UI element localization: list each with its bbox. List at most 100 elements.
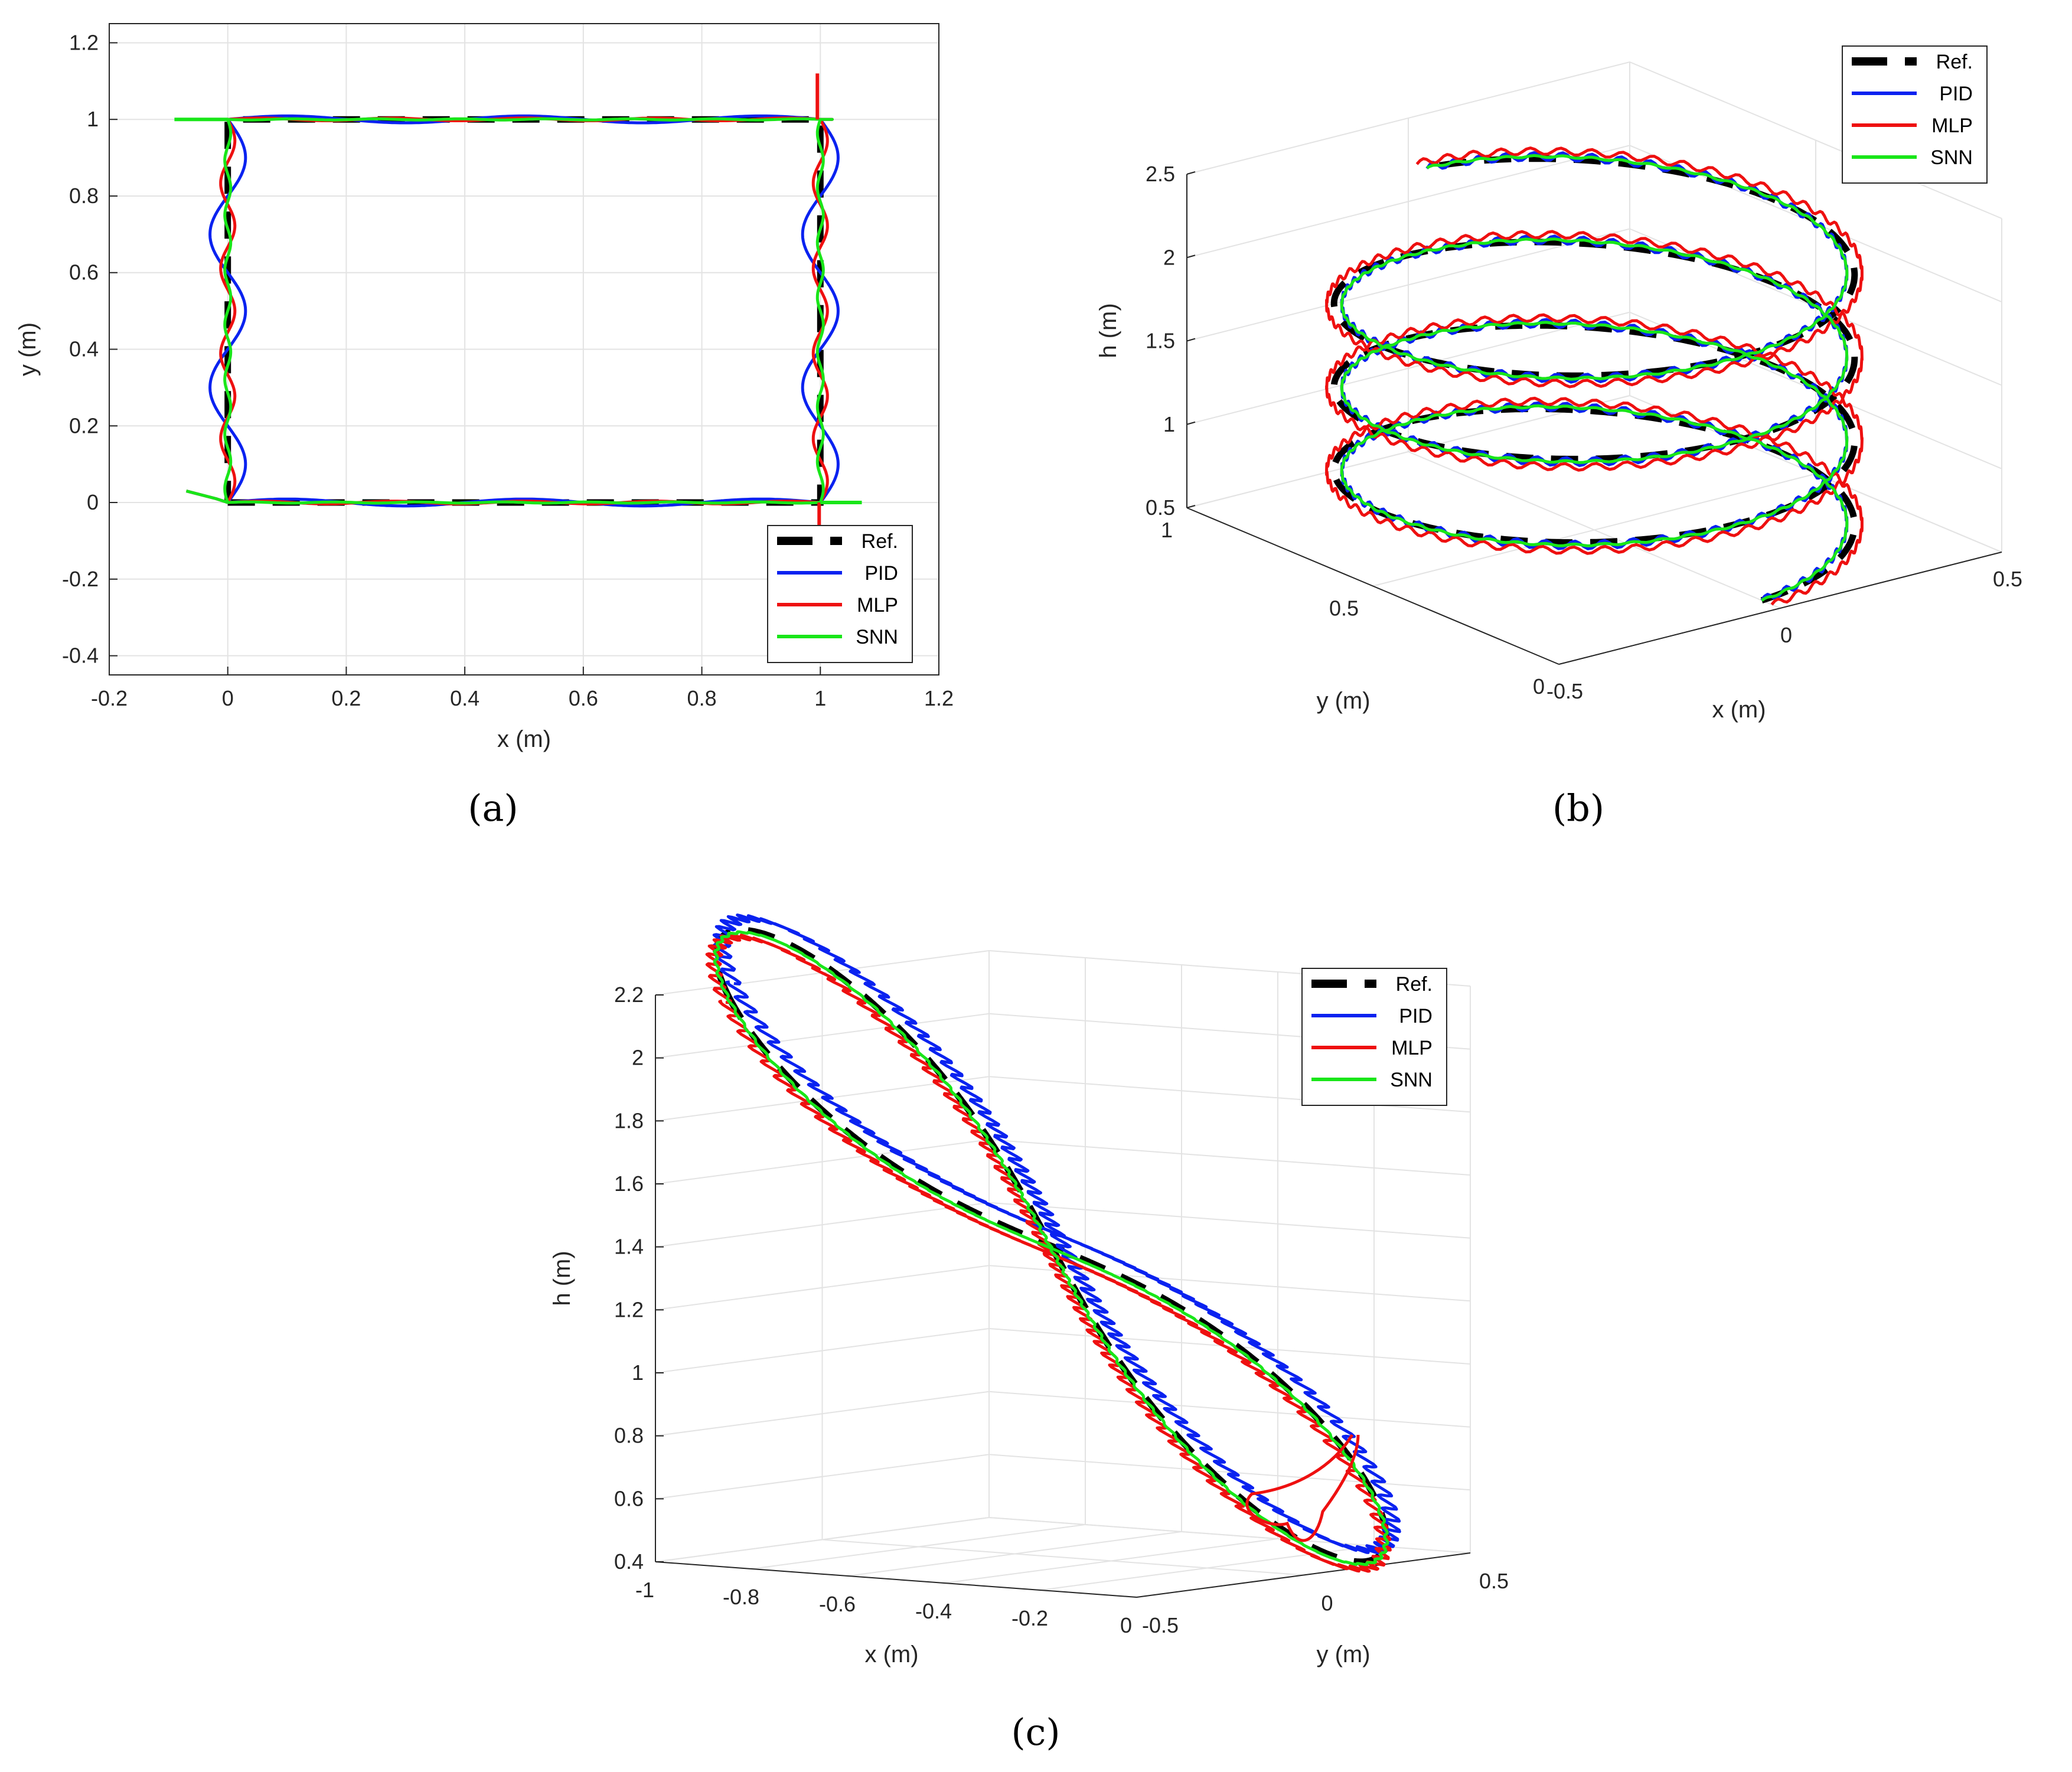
panel-c-ylabel: y (m) — [1316, 1642, 1370, 1667]
panel-b-zlabel: h (m) — [1095, 303, 1121, 358]
panel-b-ytick-label: 0.5 — [1329, 596, 1359, 621]
panel-a-ytick-label: 0.8 — [69, 184, 99, 208]
panel-c-xtick-label: -0.4 — [915, 1599, 952, 1623]
panel-a-ytick-label: 0.4 — [69, 337, 99, 361]
panel-a-ytick-label: 1 — [87, 107, 99, 131]
panel-c-xtick-label: -0.8 — [723, 1585, 759, 1609]
panel-b-ztick-label: 2.5 — [1146, 162, 1175, 186]
panel-c-zlabel: h (m) — [549, 1251, 575, 1306]
panel-c-ytick-label: 0 — [1321, 1591, 1333, 1616]
panel-c-xtick-label: -0.6 — [819, 1592, 856, 1616]
panel-b-label: (b) — [1552, 787, 1604, 830]
panel-c-x-axis — [655, 1561, 1137, 1598]
panel-a-square-trajectory: -0.2 0 0.2 0.4 0.6 0.8 1 1.2 -0.4 -0.2 0 0.2 0.4 0.6 0… — [15, 23, 954, 752]
panel-a-legend: Ref. PID MLP SNN — [767, 525, 913, 663]
panel-a-frame — [109, 23, 939, 675]
panel-c-zgrid — [655, 1454, 1471, 1500]
panel-a-ytick-label: 0.2 — [69, 413, 99, 438]
panel-b-ztick — [1186, 254, 1196, 259]
panel-b-ztick-label: 2 — [1163, 245, 1175, 269]
panel-b-legend-label-mlp: MLP — [1931, 115, 1973, 137]
panel-b-legend-label-ref: Ref. — [1936, 51, 1973, 73]
panel-a-xtick-label: 1.2 — [924, 686, 954, 710]
panel-b-legend: Ref. PID MLP SNN — [1842, 45, 1988, 184]
panel-c-ztick-label: 1.8 — [614, 1108, 644, 1133]
panel-b-ylabel: y (m) — [1316, 688, 1370, 714]
panel-a-legend-box — [767, 525, 913, 663]
panel-c-legend-box — [1301, 968, 1447, 1106]
panel-a-xtick-label: 0 — [222, 686, 234, 710]
panel-b-ztick-label: 1.5 — [1146, 329, 1175, 353]
panel-b-zgrid — [1186, 228, 2002, 386]
panel-b-ztick — [1186, 505, 1196, 508]
panel-b-series-mlp — [1325, 146, 1864, 606]
panel-c-xlabel: x (m) — [864, 1642, 918, 1667]
panel-b-xtick-label: 0 — [1780, 623, 1792, 647]
panel-a-ytick-label: 0 — [87, 490, 99, 514]
panel-a-legend-label-pid: PID — [864, 562, 898, 585]
panel-c-ztick-label: 2 — [632, 1046, 644, 1070]
panel-c-zgrid — [655, 1516, 1471, 1562]
panel-a-xtick-label: 0.2 — [331, 686, 361, 710]
panel-c-series-snn — [713, 930, 1389, 1567]
panel-c-zgrid — [655, 1138, 1471, 1184]
panel-c-xtick-label: -0.2 — [1011, 1606, 1048, 1630]
panel-c-legend-label-mlp: MLP — [1391, 1037, 1433, 1059]
panel-a-xtick-label: 0.8 — [687, 686, 717, 710]
panel-a-ytick-label: 0.6 — [69, 260, 99, 285]
panel-c-figure-eight-trajectory: 0.4 0.6 0.8 1 1.2 1.4 1.6 1.8 2 2.2 -1 -0.8 -0.6 -0.4… — [549, 913, 1509, 1667]
panel-b-zgrid — [1186, 311, 2002, 469]
panel-c-ztick-label: 0.6 — [614, 1486, 644, 1510]
panel-a-ytick-label: -0.2 — [62, 567, 99, 591]
panel-c-legend-label-ref: Ref. — [1396, 973, 1433, 996]
panel-c-y-axis — [1136, 1552, 1471, 1598]
panel-c-ytick-label: -0.5 — [1142, 1613, 1179, 1637]
panel-c-series-mlp — [705, 932, 1392, 1573]
panel-c-xtick-label: 0 — [1120, 1613, 1132, 1637]
panel-a-label: (a) — [468, 787, 518, 830]
panel-c-zgrid — [655, 1327, 1471, 1373]
panel-b-zgrid — [1186, 394, 2002, 553]
panel-b-ztick-label: 1 — [1163, 412, 1175, 436]
panel-a-legend-label-mlp: MLP — [857, 594, 898, 616]
panel-c-zgrid — [655, 1202, 1471, 1248]
panel-b-series-snn — [1340, 154, 1849, 602]
panel-a-ytick-label: 1.2 — [69, 30, 99, 54]
panel-a-ylabel: y (m) — [15, 322, 41, 376]
panel-b-ytick-label: 0 — [1533, 674, 1545, 699]
panel-b-helix-trajectory: 0.511.522.5-0.500.500.51x (m)y (m)h (m)R… — [1095, 45, 2022, 723]
panel-c-label: (c) — [1011, 1711, 1060, 1754]
panel-b-xlabel: x (m) — [1712, 697, 1766, 723]
panel-c-series-pid — [712, 913, 1401, 1555]
panel-b-ztick — [1186, 171, 1196, 175]
panel-b-ytick-label: 1 — [1161, 518, 1173, 542]
panel-b-ztick-label: 0.5 — [1146, 495, 1175, 520]
panel-b-xgrid — [1186, 174, 1559, 665]
panel-c-ztick-label: 2.2 — [614, 983, 644, 1007]
panel-c-legend: Ref. PID MLP SNN — [1301, 968, 1447, 1106]
panel-b-legend-label-snn: SNN — [1930, 146, 1973, 169]
panel-c-ztick-label: 0.8 — [614, 1424, 644, 1448]
panel-a-ytick-label: -0.4 — [62, 644, 99, 668]
panel-b-legend-label-pid: PID — [1939, 83, 1973, 105]
panel-a-xtick-label: 0.6 — [569, 686, 598, 710]
panel-b-xtick-label: -0.5 — [1546, 679, 1583, 703]
panel-c-ygrid — [822, 1539, 1304, 1576]
panel-c-legend-label-pid: PID — [1399, 1005, 1433, 1027]
panel-c-ztick-label: 1.4 — [614, 1235, 644, 1259]
panel-b-x-axis — [1558, 551, 2002, 665]
panel-b-ztick — [1186, 421, 1196, 425]
panel-b-ztick — [1186, 338, 1196, 342]
panel-c-ztick-label: 1 — [632, 1360, 644, 1385]
panel-b-ygrid — [1186, 62, 1630, 508]
panel-c-ztick-label: 1.2 — [614, 1297, 644, 1321]
panel-a-xtick-label: -0.2 — [91, 686, 128, 710]
panel-c-ytick-label: 0.5 — [1479, 1569, 1509, 1593]
panel-a-xlabel: x (m) — [497, 726, 551, 752]
panel-c-zgrid — [655, 1391, 1471, 1437]
panel-b-xtick-label: 0.5 — [1993, 567, 2022, 591]
panel-b-y-axis — [1186, 507, 1559, 665]
panel-a-legend-label-ref: Ref. — [862, 530, 898, 553]
panel-a-xtick-label: 1 — [814, 686, 826, 710]
panel-c-ztick-label: 1.6 — [614, 1171, 644, 1196]
